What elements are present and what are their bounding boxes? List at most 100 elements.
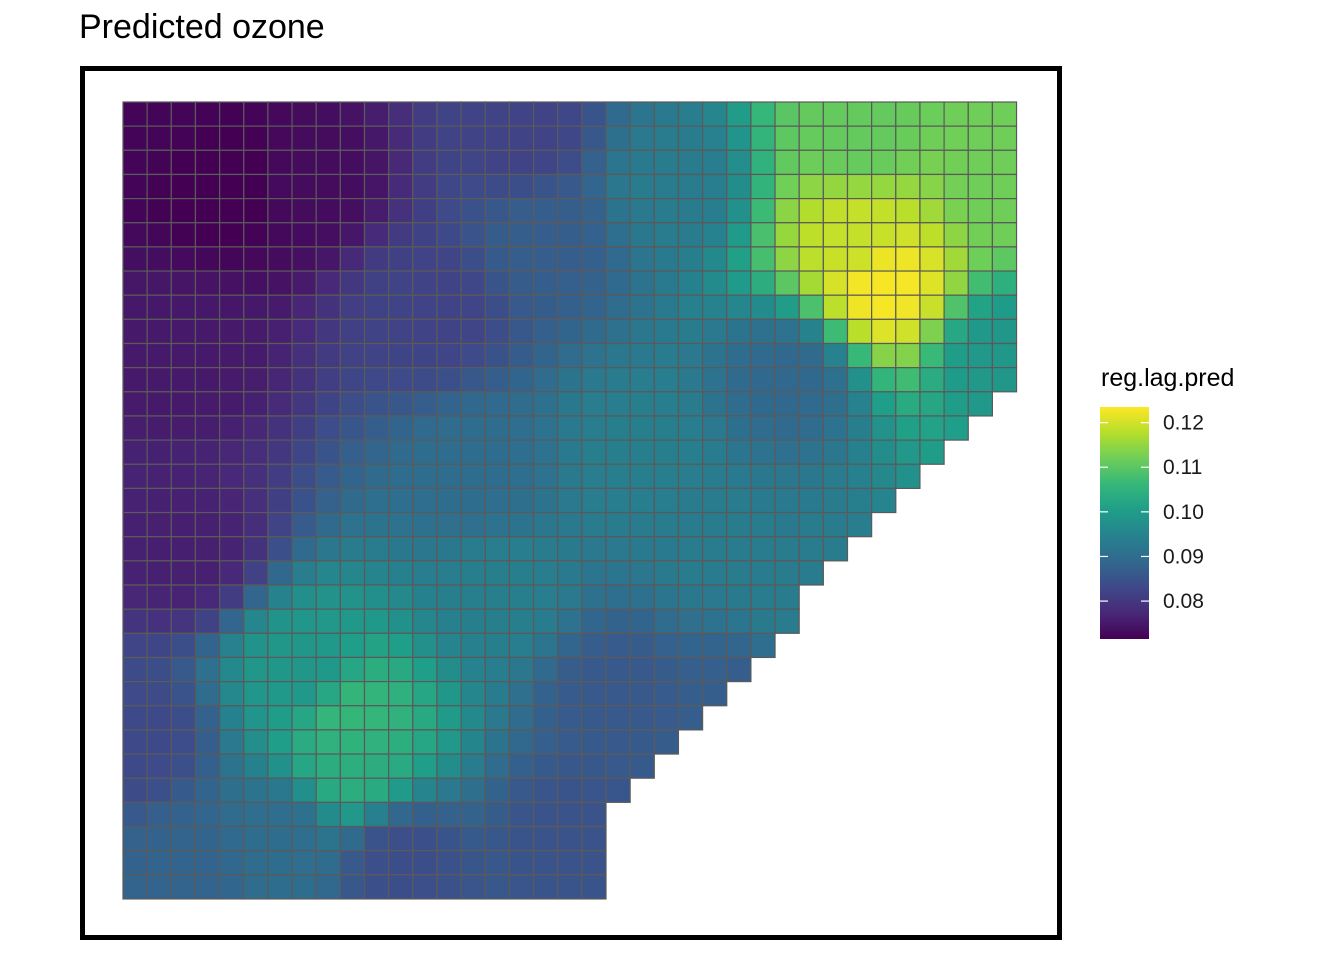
heatmap-cell [412,656,438,683]
heatmap-cell [532,463,559,489]
heatmap-cell [460,801,486,828]
heatmap-cell [267,294,293,320]
heatmap-cell [508,632,535,659]
heatmap-cell [436,439,462,465]
heatmap-cell [291,536,317,562]
heatmap-cell [291,463,317,489]
heatmap-cell [291,270,317,296]
heatmap-cell [291,125,317,151]
heatmap-cell [532,825,559,852]
heatmap-cell [267,415,293,441]
heatmap-cell [726,511,752,538]
heatmap-cell [339,801,366,828]
heatmap-cell [291,801,317,828]
heatmap-cell [774,608,800,634]
heatmap-cell [557,439,583,465]
heatmap-cell [291,584,317,610]
heatmap-cell [267,850,293,876]
heatmap-cell [339,294,366,320]
heatmap-cell [170,439,197,465]
heatmap-cell [605,608,631,634]
heatmap-cell [315,125,341,151]
heatmap-cell [412,753,438,779]
heatmap-cell [822,270,849,296]
heatmap-cell [653,149,680,176]
heatmap-cell [750,173,776,200]
heatmap-cell [170,536,197,562]
heatmap-cell [629,367,655,393]
heatmap-cell [750,511,776,538]
heatmap-cell [726,560,752,586]
heatmap-cell [557,729,583,755]
heatmap-cell [943,173,969,200]
heatmap-cell [701,439,728,465]
heatmap-cell [291,149,317,176]
heatmap-cell [170,415,197,441]
heatmap-cell [677,463,704,489]
heatmap-cell [291,222,317,248]
heatmap-cell [315,632,341,659]
heatmap-cell [557,850,583,876]
heatmap-cell [122,560,148,586]
heatmap-cell [629,729,655,755]
heatmap-cell [677,632,704,659]
heatmap-cell [460,246,486,272]
heatmap-cell [484,656,510,683]
heatmap-cell [557,415,583,441]
heatmap-cell [267,874,293,900]
heatmap-cell [243,294,269,320]
heatmap-cell [653,173,680,200]
heatmap-cell [605,318,631,345]
heatmap-cell [267,342,293,369]
heatmap-cell [701,367,728,393]
heatmap-cell [871,463,897,489]
heatmap-cell [219,608,245,634]
heatmap-cell [388,536,414,562]
heatmap-cell [991,342,1018,369]
heatmap-cell [726,608,752,634]
heatmap-cell [363,318,390,345]
heatmap-cell [895,101,921,127]
heatmap-cell [243,560,269,586]
heatmap-cell [388,487,414,514]
heatmap-cell [363,101,390,127]
heatmap-cell [822,415,849,441]
heatmap-cell [388,198,414,224]
heatmap-cell [388,342,414,369]
heatmap-cell [122,632,148,659]
heatmap-cell [122,680,148,707]
heatmap-cell [219,487,245,514]
heatmap-cell [484,222,510,248]
heatmap-cell [798,198,824,224]
heatmap-cell [339,246,366,272]
heatmap-cell [146,318,172,345]
heatmap-cell [484,801,510,828]
heatmap-cell [291,874,317,900]
heatmap-cell [219,729,245,755]
heatmap-cell [991,198,1018,224]
heatmap-cell [219,463,245,489]
legend-tick-label: 0.11 [1163,456,1202,479]
heatmap-cell [291,632,317,659]
heatmap-cell [219,874,245,900]
heatmap-cell [629,584,655,610]
heatmap-cell [508,536,535,562]
heatmap-cell [291,753,317,779]
heatmap-cell [846,511,873,538]
heatmap-cell [895,198,921,224]
heatmap-cell [194,149,221,176]
heatmap-cell [581,656,607,683]
heatmap-cell [267,511,293,538]
heatmap-cell [943,270,969,296]
heatmap-cell [291,487,317,514]
heatmap-cell [339,536,366,562]
heatmap-cell [219,560,245,586]
heatmap-cell [484,705,510,731]
heatmap-cell [605,487,631,514]
heatmap-cell [581,246,607,272]
heatmap-cell [532,391,559,417]
heatmap-cell [436,294,462,320]
heatmap-cell [508,777,535,803]
heatmap-cell [846,391,873,417]
heatmap-cell [605,149,631,176]
